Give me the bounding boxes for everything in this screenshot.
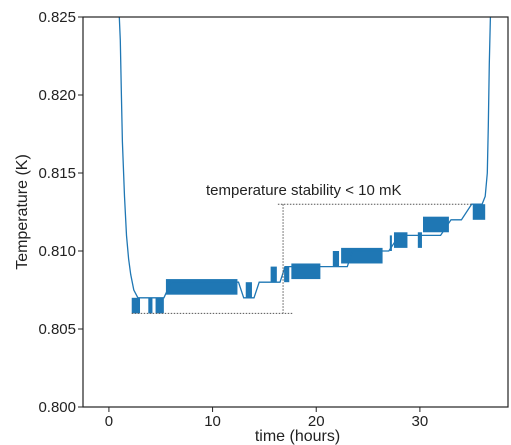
x-axis-label: time (hours) bbox=[255, 428, 340, 445]
y-tick-label: 0.820 bbox=[38, 87, 76, 104]
noise-band-1 bbox=[148, 297, 153, 314]
noise-band-2 bbox=[155, 297, 164, 314]
noise-band-5 bbox=[270, 266, 277, 283]
y-tick-label: 0.815 bbox=[38, 165, 76, 182]
noise-band-12 bbox=[417, 232, 422, 248]
noise-band-6 bbox=[284, 266, 290, 283]
noise-band-9 bbox=[341, 247, 383, 264]
x-tick-label: 0 bbox=[105, 413, 113, 430]
series-line bbox=[118, 16, 492, 299]
y-axis-label: Temperature (K) bbox=[14, 154, 31, 270]
plot-noise-bands bbox=[131, 204, 486, 314]
x-tick-label: 10 bbox=[204, 413, 221, 430]
noise-band-11 bbox=[393, 232, 408, 248]
noise-band-14 bbox=[472, 204, 486, 220]
noise-band-7 bbox=[291, 263, 321, 280]
annotation-text: temperature stability < 10 mK bbox=[206, 182, 402, 199]
y-tick-label: 0.825 bbox=[38, 9, 76, 26]
plot-frame bbox=[82, 16, 509, 408]
noise-band-0 bbox=[131, 297, 141, 314]
y-axis-ticks: 0.800 0.805 0.810 0.815 0.820 0.825 bbox=[38, 9, 83, 416]
y-tick-label: 0.810 bbox=[38, 243, 76, 260]
x-tick-label: 20 bbox=[308, 413, 325, 430]
x-axis-ticks: 0 10 20 30 bbox=[105, 407, 428, 430]
y-tick-label: 0.800 bbox=[38, 399, 76, 416]
noise-band-4 bbox=[245, 282, 252, 298]
noise-band-3 bbox=[165, 279, 238, 295]
y-tick-label: 0.805 bbox=[38, 321, 76, 338]
x-tick-label: 30 bbox=[412, 413, 429, 430]
noise-band-10 bbox=[389, 235, 392, 251]
noise-band-13 bbox=[423, 216, 449, 233]
annotation: temperature stability < 10 mK bbox=[131, 182, 472, 314]
noise-band-8 bbox=[332, 251, 340, 267]
